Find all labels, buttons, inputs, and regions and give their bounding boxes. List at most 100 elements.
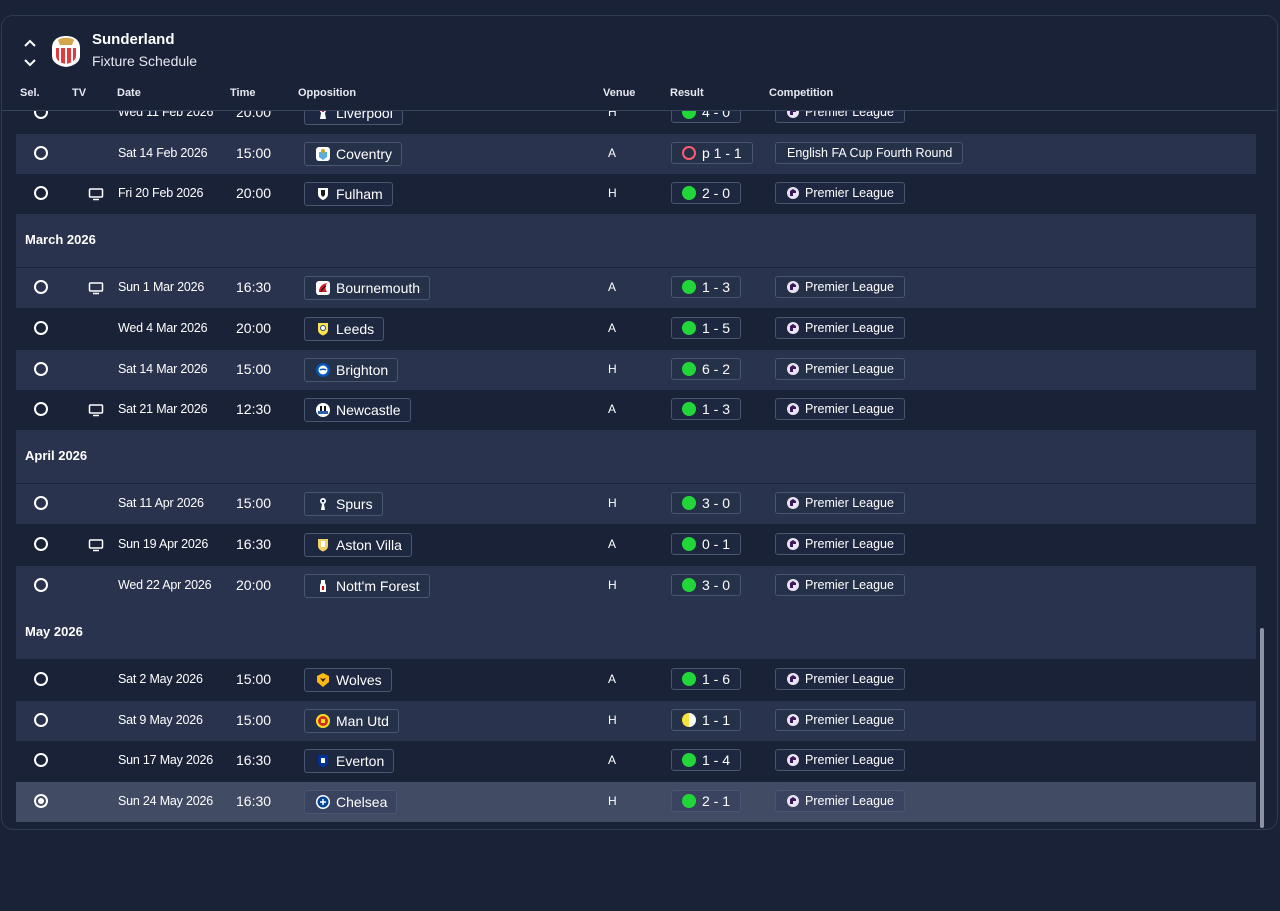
competition-button[interactable]: Premier League xyxy=(775,533,905,555)
fixture-row[interactable]: Sun 19 Apr 2026 16:30 Aston Villa A 0 - … xyxy=(16,525,1256,565)
fixture-row[interactable]: Sat 14 Mar 2026 15:00 Brighton H 6 - 2 P… xyxy=(16,350,1256,390)
result-badge[interactable]: 3 - 0 xyxy=(671,574,742,596)
opponent-button[interactable]: Brighton xyxy=(304,358,399,382)
premier-league-lion-icon xyxy=(787,187,799,199)
opponent-button[interactable]: Man Utd xyxy=(304,709,399,733)
result-score: 3 - 0 xyxy=(702,577,731,593)
select-radio[interactable] xyxy=(34,578,48,592)
result-badge[interactable]: 2 - 1 xyxy=(671,790,742,812)
column-header-venue[interactable]: Venue xyxy=(603,87,636,99)
fixture-list[interactable]: Wed 11 Feb 2026 20:00 Liverpool H 4 - 0 … xyxy=(16,16,1256,829)
opponent-button[interactable]: Newcastle xyxy=(304,398,411,422)
select-radio[interactable] xyxy=(34,496,48,510)
select-radio[interactable] xyxy=(34,672,48,686)
fixture-row[interactable]: Sun 17 May 2026 16:30 Everton A 1 - 4 Pr… xyxy=(16,741,1256,781)
result-badge[interactable]: 0 - 1 xyxy=(671,533,742,555)
draw-indicator-icon xyxy=(682,713,696,727)
result-badge[interactable]: 3 - 0 xyxy=(671,492,742,514)
column-header-tv[interactable]: TV xyxy=(72,87,87,99)
vertical-scrollbar[interactable] xyxy=(1260,628,1264,828)
fixture-venue: A xyxy=(608,146,617,160)
fixture-date: Sat 9 May 2026 xyxy=(118,713,203,727)
premier-league-lion-icon xyxy=(787,322,799,334)
select-radio[interactable] xyxy=(34,362,48,376)
fixture-date: Sat 14 Mar 2026 xyxy=(118,362,208,376)
result-badge[interactable]: 1 - 4 xyxy=(671,749,742,771)
result-badge[interactable]: 1 - 5 xyxy=(671,317,742,339)
competition-button[interactable]: Premier League xyxy=(775,398,905,420)
result-badge[interactable]: 1 - 6 xyxy=(671,668,742,690)
select-radio[interactable] xyxy=(34,146,48,160)
column-header-time[interactable]: Time xyxy=(230,87,256,99)
opponent-button[interactable]: Fulham xyxy=(304,182,393,206)
fixture-row[interactable]: Sat 14 Feb 2026 15:00 Coventry A p 1 - 1… xyxy=(16,134,1256,174)
opponent-button[interactable]: Chelsea xyxy=(304,790,398,814)
team-name[interactable]: Sunderland xyxy=(92,31,175,48)
opponent-button[interactable]: Everton xyxy=(304,749,395,773)
competition-name: English FA Cup Fourth Round xyxy=(787,146,953,160)
select-radio[interactable] xyxy=(34,753,48,767)
opponent-button[interactable]: Leeds xyxy=(304,317,385,341)
competition-name: Premier League xyxy=(805,280,894,294)
fixture-row[interactable]: Wed 22 Apr 2026 20:00 Nott'm Forest H 3 … xyxy=(16,566,1256,606)
column-header-opposition[interactable]: Opposition xyxy=(298,87,357,99)
select-radio[interactable] xyxy=(34,186,48,200)
win-indicator-icon xyxy=(682,794,696,808)
premier-league-lion-icon xyxy=(787,281,799,293)
select-radio[interactable] xyxy=(34,280,48,294)
result-badge[interactable]: 2 - 0 xyxy=(671,182,742,204)
competition-button[interactable]: Premier League xyxy=(775,790,905,812)
fixture-row[interactable]: Wed 4 Mar 2026 20:00 Leeds A 1 - 5 Premi… xyxy=(16,309,1256,349)
opponent-button[interactable]: Nott'm Forest xyxy=(304,574,430,598)
opponent-button[interactable]: Wolves xyxy=(304,668,392,692)
select-radio[interactable] xyxy=(34,713,48,727)
competition-button[interactable]: Premier League xyxy=(775,668,905,690)
opponent-button[interactable]: Spurs xyxy=(304,492,383,516)
competition-button[interactable]: Premier League xyxy=(775,709,905,731)
competition-button[interactable]: Premier League xyxy=(775,358,905,380)
opponent-button[interactable]: Coventry xyxy=(304,142,403,166)
select-radio[interactable] xyxy=(34,321,48,335)
win-indicator-icon xyxy=(682,186,696,200)
result-badge[interactable]: 1 - 3 xyxy=(671,398,742,420)
competition-button[interactable]: Premier League xyxy=(775,574,905,596)
win-indicator-icon xyxy=(682,496,696,510)
competition-button[interactable]: Premier League xyxy=(775,276,905,298)
collapse-up-button[interactable] xyxy=(20,36,40,50)
result-badge[interactable]: 1 - 1 xyxy=(671,709,742,731)
select-radio[interactable] xyxy=(34,794,48,808)
competition-button[interactable]: English FA Cup Fourth Round xyxy=(775,142,964,164)
column-header-result[interactable]: Result xyxy=(670,87,704,99)
competition-button[interactable]: Premier League xyxy=(775,317,905,339)
competition-button[interactable]: Premier League xyxy=(775,749,905,771)
result-badge[interactable]: 1 - 3 xyxy=(671,276,742,298)
competition-button[interactable]: Premier League xyxy=(775,492,905,514)
result-badge[interactable]: 6 - 2 xyxy=(671,358,742,380)
fixture-row[interactable]: Fri 20 Feb 2026 20:00 Fulham H 2 - 0 Pre… xyxy=(16,174,1256,214)
leeds-crest-icon xyxy=(318,323,328,336)
opponent-button[interactable]: Bournemouth xyxy=(304,276,431,300)
fixture-date: Fri 20 Feb 2026 xyxy=(118,186,204,200)
fixture-venue: H xyxy=(608,496,617,510)
premier-league-lion-icon xyxy=(787,673,799,685)
column-header-competition[interactable]: Competition xyxy=(769,87,834,99)
fixture-time: 15:00 xyxy=(236,712,272,728)
result-badge[interactable]: p 1 - 1 xyxy=(671,142,753,164)
opponent-button[interactable]: Aston Villa xyxy=(304,533,412,557)
fixture-row[interactable]: Sat 11 Apr 2026 15:00 Spurs H 3 - 0 Prem… xyxy=(16,484,1256,524)
win-indicator-icon xyxy=(682,321,696,335)
fixture-row[interactable]: Sat 21 Mar 2026 12:30 Newcastle A 1 - 3 … xyxy=(16,390,1256,430)
fixture-venue: H xyxy=(608,362,617,376)
column-header-date[interactable]: Date xyxy=(117,87,141,99)
select-radio[interactable] xyxy=(34,537,48,551)
fixture-row-selected[interactable]: Sun 24 May 2026 16:30 Chelsea H 2 - 1 Pr… xyxy=(16,782,1256,822)
column-header-sel[interactable]: Sel. xyxy=(20,87,40,99)
fixture-row[interactable]: Sat 2 May 2026 15:00 Wolves A 1 - 6 Prem… xyxy=(16,660,1256,700)
select-radio[interactable] xyxy=(34,402,48,416)
competition-button[interactable]: Premier League xyxy=(775,182,905,204)
wolves-crest-icon xyxy=(317,673,329,687)
fixture-row[interactable]: Sun 1 Mar 2026 16:30 Bournemouth A 1 - 3… xyxy=(16,268,1256,308)
collapse-down-button[interactable] xyxy=(20,56,40,70)
fixture-row[interactable]: Sat 9 May 2026 15:00 Man Utd H 1 - 1 Pre… xyxy=(16,701,1256,741)
fixture-venue: A xyxy=(608,672,617,686)
